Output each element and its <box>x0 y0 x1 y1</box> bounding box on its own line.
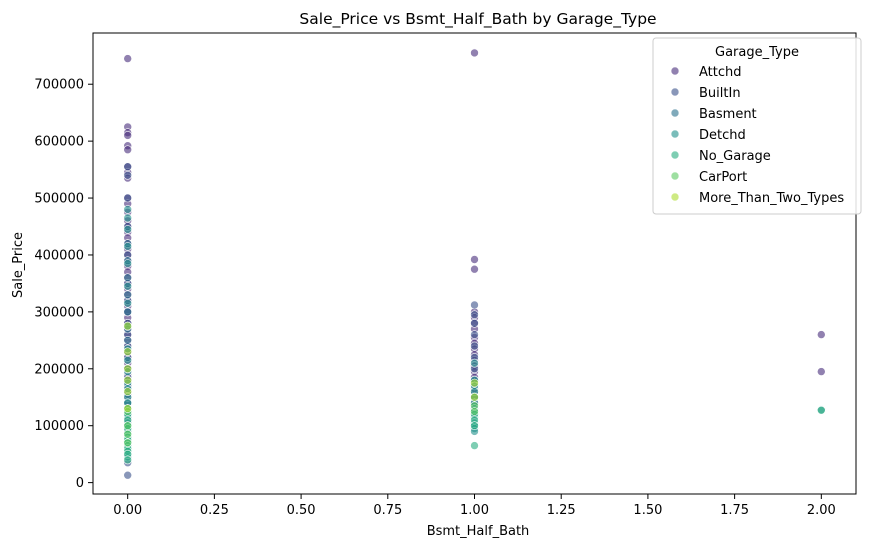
point-attchd <box>816 330 826 339</box>
y-axis-label: Sale_Price <box>11 232 26 298</box>
point-more-than-two-types <box>123 387 132 396</box>
legend: Garage_Type Attchd BuiltIn Basment Detchd No… <box>652 37 862 215</box>
legend-marker-builtin <box>670 87 680 97</box>
point-no-garage <box>816 405 826 415</box>
point-basment <box>123 290 132 300</box>
legend-label: Basment <box>699 107 757 122</box>
point-basment <box>123 307 132 317</box>
point-builtin <box>470 300 479 310</box>
point-carport <box>123 421 132 431</box>
legend-title: Garage_Type <box>715 45 799 60</box>
legend-label: More_Than_Two_Types <box>699 191 844 206</box>
point-more-than-two-types <box>123 375 132 385</box>
point-attchd <box>470 255 479 264</box>
y-tick-label: 0 <box>76 476 84 491</box>
x-tick-label: 1.75 <box>720 503 749 518</box>
point-carport <box>123 438 132 448</box>
point-attchd <box>816 367 826 376</box>
point-attchd <box>470 48 479 58</box>
x-tick-label: 0.25 <box>200 503 229 518</box>
legend-marker-basment <box>670 108 680 118</box>
legend-label: Attchd <box>699 65 742 80</box>
point-no-garage <box>123 455 132 465</box>
point-attchd <box>470 264 479 274</box>
legend-label: CarPort <box>699 170 747 185</box>
point-attchd <box>123 131 132 140</box>
point-more-than-two-types <box>123 321 132 331</box>
point-builtin <box>470 318 479 328</box>
point-builtin <box>470 330 479 339</box>
y-tick-label: 500000 <box>34 192 84 207</box>
point-detchd <box>470 358 479 368</box>
y-tick-label: 600000 <box>34 135 84 150</box>
legend-marker-carport <box>670 171 680 181</box>
x-axis-label: Bsmt_Half_Bath <box>427 524 530 539</box>
point-detchd <box>123 205 132 214</box>
y-axis: 0 100000 200000 300000 400000 500000 600000 700… <box>34 78 93 491</box>
legend-marker-no-garage <box>670 150 680 160</box>
point-builtin <box>123 171 132 180</box>
y-tick-label: 400000 <box>34 248 84 263</box>
point-builtin <box>470 310 479 320</box>
point-detchd <box>123 281 132 291</box>
point-builtin <box>470 341 479 351</box>
x-axis: 0.00 0.25 0.50 0.75 1.00 1.25 1.50 1.75 2.00 <box>113 494 836 518</box>
point-carport <box>470 407 479 416</box>
legend-label: BuiltIn <box>699 86 741 101</box>
legend-marker-attchd <box>670 66 680 76</box>
point-detchd <box>123 298 132 308</box>
point-more-than-two-types <box>123 347 132 357</box>
y-tick-label: 300000 <box>34 305 84 320</box>
points-layer <box>123 48 826 480</box>
x-tick-label: 1.00 <box>460 503 489 518</box>
point-carport <box>123 429 132 439</box>
x-tick-label: 0.50 <box>287 503 316 518</box>
point-detchd <box>123 355 132 365</box>
point-more-than-two-types <box>470 392 479 402</box>
legend-marker-more-than-two-types <box>670 192 680 202</box>
y-tick-label: 200000 <box>34 362 84 377</box>
x-tick-label: 2.00 <box>807 503 836 518</box>
legend-label: No_Garage <box>699 149 771 164</box>
chart-title: Sale_Price vs Bsmt_Half_Bath by Garage_T… <box>299 10 656 29</box>
x-tick-label: 1.50 <box>633 503 662 518</box>
legend-marker-detchd <box>670 129 680 139</box>
x-tick-label: 0.00 <box>113 503 142 518</box>
y-tick-label: 700000 <box>34 78 84 93</box>
legend-label: Detchd <box>699 128 746 143</box>
point-attchd <box>123 54 132 63</box>
point-more-than-two-types <box>123 364 132 374</box>
point-more-than-two-types <box>470 378 479 388</box>
point-builtin <box>123 470 132 480</box>
point-detchd <box>123 213 132 223</box>
point-no-garage <box>470 441 479 450</box>
point-detchd <box>123 259 132 268</box>
legend-box <box>652 37 862 215</box>
y-tick-label: 100000 <box>34 419 84 434</box>
point-builtin <box>123 162 132 171</box>
point-no-garage <box>470 421 479 431</box>
point-detchd <box>123 225 132 234</box>
point-basment <box>123 335 132 345</box>
point-attchd <box>123 145 132 154</box>
x-tick-label: 0.75 <box>373 503 402 518</box>
point-detchd <box>123 242 132 251</box>
plot-frame <box>92 32 857 495</box>
x-tick-label: 1.25 <box>547 503 576 518</box>
point-builtin <box>123 193 132 203</box>
point-more-than-two-types <box>123 404 132 413</box>
point-basment <box>123 273 132 283</box>
